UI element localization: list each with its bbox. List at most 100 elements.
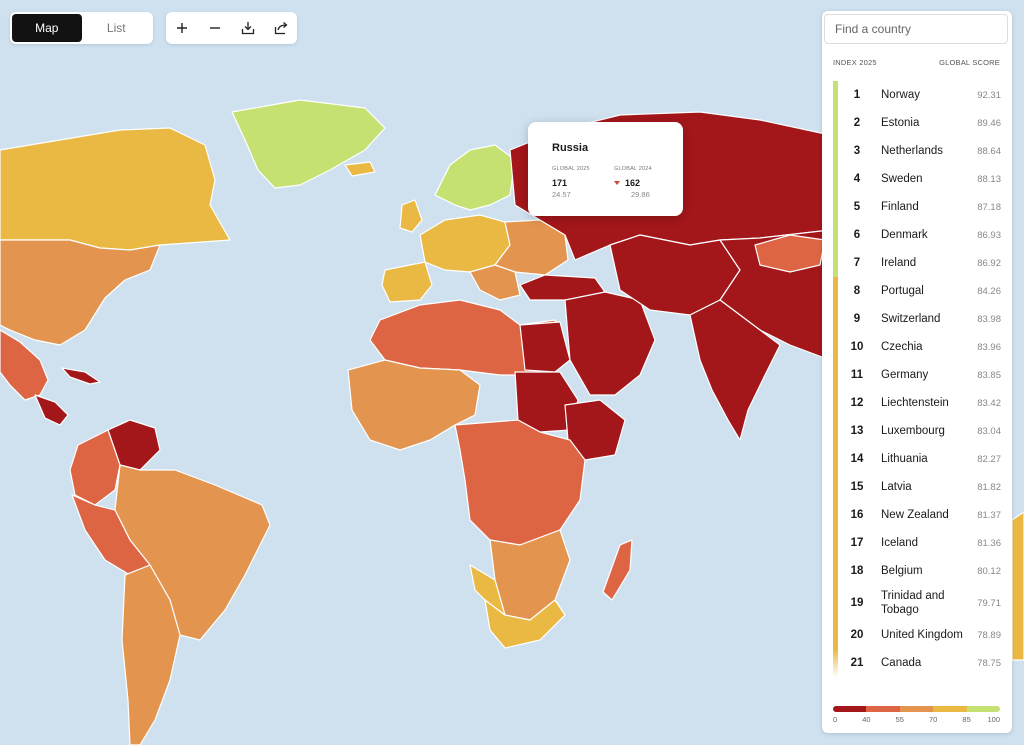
- score-color-bar: [833, 249, 838, 277]
- list-item-rank: 19: [850, 597, 864, 609]
- score-color-bar: [833, 277, 838, 305]
- list-item[interactable]: 16 New Zealand 81.37: [833, 501, 1001, 529]
- legend-color-bar: [833, 706, 1000, 712]
- list-item[interactable]: 4 Sweden 88.13: [833, 165, 1001, 193]
- list-item[interactable]: 12 Liechtenstein 83.42: [833, 389, 1001, 417]
- country-search-input[interactable]: [824, 14, 1008, 44]
- score-color-bar: [833, 389, 838, 417]
- country-tooltip: Russia GLOBAL 2025 171 24.57 GLOBAL 2024…: [528, 122, 683, 216]
- country-greenland[interactable]: [231, 99, 386, 189]
- country-argentina-chile[interactable]: [121, 564, 181, 745]
- list-item-rank: 12: [850, 397, 864, 409]
- tooltip-score-2024: 29.86: [631, 190, 650, 199]
- list-item[interactable]: 6 Denmark 86.93: [833, 221, 1001, 249]
- ranking-list: 1 Norway 92.31 2 Estonia 89.46 3 Netherlands 88.…: [833, 81, 1001, 677]
- score-color-bar: [833, 109, 838, 137]
- list-item-country: Portugal: [881, 285, 924, 297]
- country-namibia[interactable]: [469, 564, 506, 616]
- list-item-country: Estonia: [881, 117, 920, 129]
- list-item[interactable]: 18 Belgium 80.12: [833, 557, 1001, 585]
- country-canada[interactable]: [0, 127, 231, 251]
- country-middle-east[interactable]: [564, 291, 656, 396]
- list-item-rank: 16: [850, 509, 864, 521]
- country-iberia[interactable]: [381, 261, 433, 303]
- list-item-score: 86.92: [977, 257, 1001, 269]
- list-item[interactable]: 5 Finland 87.18: [833, 193, 1001, 221]
- list-item[interactable]: 2 Estonia 89.46: [833, 109, 1001, 137]
- list-item[interactable]: 1 Norway 92.31: [833, 81, 1001, 109]
- map-toolbar: [166, 12, 297, 44]
- country-iceland[interactable]: [344, 161, 376, 177]
- list-item-score: 78.89: [977, 629, 1001, 641]
- country-west-africa[interactable]: [347, 359, 481, 451]
- country-balkans[interactable]: [469, 264, 521, 301]
- list-item-rank: 9: [853, 313, 861, 325]
- country-madagascar[interactable]: [602, 539, 633, 601]
- country-egypt[interactable]: [519, 321, 571, 373]
- tooltip-score-2025: 24.57: [552, 190, 571, 199]
- list-item-country: Luxembourg: [881, 425, 945, 437]
- ranking-panel: INDEX 2025 GLOBAL SCORE 1 Norway 92.31 2 Est…: [822, 11, 1012, 733]
- score-color-bar: [833, 417, 838, 445]
- list-item-rank: 21: [850, 657, 864, 669]
- list-item-country: Trinidad and Tobago: [881, 590, 945, 616]
- legend-swatch: [866, 706, 900, 712]
- share-button[interactable]: [268, 15, 294, 41]
- score-color-bar: [833, 333, 838, 361]
- country-usa[interactable]: [0, 239, 161, 346]
- list-item[interactable]: 8 Portugal 84.26: [833, 277, 1001, 305]
- score-color-bar: [833, 305, 838, 333]
- list-item-country: Germany: [881, 369, 929, 381]
- list-item-score: 81.37: [977, 509, 1001, 521]
- legend-swatch: [933, 706, 967, 712]
- list-item-country: Denmark: [881, 229, 928, 241]
- download-button[interactable]: [235, 15, 261, 41]
- list-item-score: 83.04: [977, 425, 1001, 437]
- zoom-in-button[interactable]: [169, 15, 195, 41]
- list-item-score: 78.75: [977, 657, 1001, 669]
- list-item[interactable]: 20 United Kingdom 78.89: [833, 621, 1001, 649]
- download-icon: [241, 22, 255, 35]
- country-mexico[interactable]: [0, 329, 49, 401]
- list-item[interactable]: 19 Trinidad and Tobago 79.71: [833, 585, 1001, 621]
- score-color-bar: [833, 473, 838, 501]
- list-item[interactable]: 10 Czechia 83.96: [833, 333, 1001, 361]
- country-cuba[interactable]: [61, 367, 101, 385]
- list-item-score: 88.13: [977, 173, 1001, 185]
- country-south-africa[interactable]: [484, 599, 566, 649]
- score-color-bar: [833, 621, 838, 649]
- list-item-country: Latvia: [881, 481, 912, 493]
- list-view-button[interactable]: List: [82, 14, 152, 42]
- tooltip-label-2024: GLOBAL 2024: [614, 166, 652, 172]
- country-central-america[interactable]: [34, 394, 69, 426]
- list-item[interactable]: 14 Lithuania 82.27: [833, 445, 1001, 473]
- list-item-country: Ireland: [881, 257, 917, 269]
- legend-tick: 0: [833, 715, 838, 724]
- list-item[interactable]: 11 Germany 83.85: [833, 361, 1001, 389]
- list-item[interactable]: 7 Ireland 86.92: [833, 249, 1001, 277]
- score-color-bar: [833, 445, 838, 473]
- country-mongolia[interactable]: [754, 234, 826, 273]
- tooltip-rank-2025: 171: [552, 178, 568, 188]
- header-score: GLOBAL SCORE: [939, 58, 1000, 67]
- list-item-score: 81.36: [977, 537, 1001, 549]
- list-item[interactable]: 3 Netherlands 88.64: [833, 137, 1001, 165]
- list-item[interactable]: 17 Iceland 81.36: [833, 529, 1001, 557]
- country-colombia[interactable]: [69, 429, 121, 506]
- share-icon: [274, 22, 288, 35]
- zoom-out-button[interactable]: [202, 15, 228, 41]
- list-item[interactable]: 13 Luxembourg 83.04: [833, 417, 1001, 445]
- list-item[interactable]: 9 Switzerland 83.98: [833, 305, 1001, 333]
- list-item[interactable]: 15 Latvia 81.82: [833, 473, 1001, 501]
- list-item-country: Sweden: [881, 173, 923, 185]
- list-item-rank: 14: [850, 453, 864, 465]
- list-item-rank: 15: [850, 481, 864, 493]
- legend-tick: 70: [929, 715, 938, 724]
- country-india[interactable]: [689, 299, 781, 441]
- tooltip-label-2025: GLOBAL 2025: [552, 166, 590, 172]
- country-australia-edge[interactable]: [1011, 511, 1024, 661]
- score-color-bar: [833, 193, 838, 221]
- list-item[interactable]: 21 Canada 78.75: [833, 649, 1001, 677]
- country-uk[interactable]: [399, 199, 423, 233]
- map-view-button[interactable]: Map: [12, 14, 82, 42]
